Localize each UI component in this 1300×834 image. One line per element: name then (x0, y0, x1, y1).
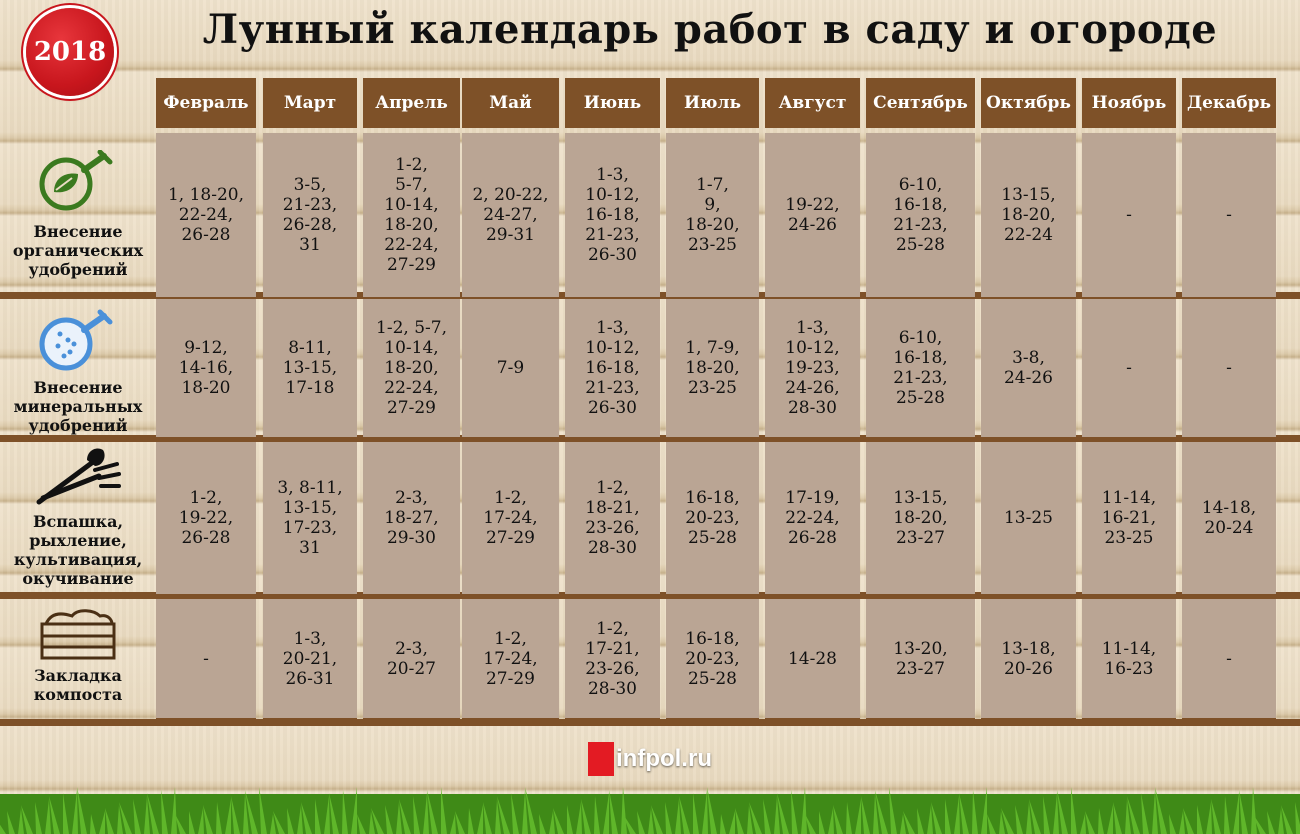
table-cell: 11-14, 16-21, 23-25 (1082, 442, 1176, 600)
table-cell: 7-9 (462, 299, 559, 443)
month-header-8: Сентябрь (866, 78, 975, 128)
table-cell: 6-10, 16-18, 21-23, 25-28 (866, 299, 975, 443)
table-cell: 3-5, 21-23, 26-28, 31 (263, 133, 357, 303)
table-cell: - (1182, 133, 1276, 303)
table-cell: 1-2, 5-7, 10-14, 18-20, 22-24, 27-29 (363, 299, 460, 443)
logo-red-square (588, 742, 614, 776)
table-cell: 11-14, 16-23 (1082, 599, 1176, 724)
table-cell: 2, 20-22, 24-27, 29-31 (462, 133, 559, 303)
table-cell: 8-11, 13-15, 17-18 (263, 299, 357, 443)
month-header-2: Март (263, 78, 357, 128)
table-cell: - (1182, 599, 1276, 724)
row-label-tillage: Вспашка, рыхление, культивация, окучиван… (13, 512, 143, 588)
shovel-fork-icon (0, 446, 156, 508)
table-cell: 1-7, 9, 18-20, 23-25 (666, 133, 759, 303)
organic-fertilizer-flask-icon (0, 150, 156, 214)
table-cell: 14-18, 20-24 (1182, 442, 1276, 600)
row-label-compost: Закладка компоста (33, 666, 123, 704)
page-title: Лунный календарь работ в саду и огороде (202, 6, 1218, 53)
table-cell: 13-18, 20-26 (981, 599, 1076, 724)
month-header-4: Май (462, 78, 559, 128)
table-cell: 9-12, 14-16, 18-20 (156, 299, 256, 443)
table-cell: 1-3, 10-12, 16-18, 21-23, 26-30 (565, 299, 660, 443)
month-header-11: Декабрь (1182, 78, 1276, 128)
year-text: 2018 (33, 37, 107, 67)
row-label-organic: Внесение органических удобрений (12, 222, 144, 279)
row-label-mineral: Внесение минеральных удобрений (13, 378, 143, 435)
table-cell: 1, 7-9, 18-20, 23-25 (666, 299, 759, 443)
table-cell: - (1182, 299, 1276, 443)
table-cell: 13-20, 23-27 (866, 599, 975, 724)
table-cell: - (156, 599, 256, 724)
month-header-10: Ноябрь (1082, 78, 1176, 128)
table-cell: 6-10, 16-18, 21-23, 25-28 (866, 133, 975, 303)
table-cell: 14-28 (765, 599, 860, 724)
month-header-6: Июль (666, 78, 759, 128)
logo-text: infpol.ru (616, 745, 712, 772)
table-cell: 1-2, 18-21, 23-26, 28-30 (565, 442, 660, 600)
table-cell: 1-2, 17-24, 27-29 (462, 442, 559, 600)
table-cell: 13-25 (981, 442, 1076, 600)
table-cell: 1-2, 19-22, 26-28 (156, 442, 256, 600)
mineral-fertilizer-flask-icon (0, 308, 156, 372)
table-cell: 13-15, 18-20, 23-27 (866, 442, 975, 600)
year-badge: 2018 (26, 8, 114, 96)
infpol-logo: infpol.ru (588, 742, 712, 776)
table-cell: 13-15, 18-20, 22-24 (981, 133, 1076, 303)
table-cell: 16-18, 20-23, 25-28 (666, 442, 759, 600)
grass-decoration (0, 787, 1300, 834)
month-header-3: Апрель (363, 78, 460, 128)
compost-box-icon (0, 606, 156, 662)
month-header-9: Октябрь (981, 78, 1076, 128)
table-cell: 19-22, 24-26 (765, 133, 860, 303)
table-cell: 17-19, 22-24, 26-28 (765, 442, 860, 600)
table-cell: 1-2, 5-7, 10-14, 18-20, 22-24, 27-29 (363, 133, 460, 303)
table-cell: 2-3, 18-27, 29-30 (363, 442, 460, 600)
table-cell: 3, 8-11, 13-15, 17-23, 31 (263, 442, 357, 600)
table-cell: 1, 18-20, 22-24, 26-28 (156, 133, 256, 303)
month-header-5: Июнь (565, 78, 660, 128)
month-header-7: Август (765, 78, 860, 128)
table-cell: - (1082, 299, 1176, 443)
table-cell: 2-3, 20-27 (363, 599, 460, 724)
table-cell: 1-2, 17-24, 27-29 (462, 599, 559, 724)
table-cell: - (1082, 133, 1176, 303)
table-cell: 1-3, 10-12, 19-23, 24-26, 28-30 (765, 299, 860, 443)
table-cell: 16-18, 20-23, 25-28 (666, 599, 759, 724)
table-cell: 3-8, 24-26 (981, 299, 1076, 443)
table-cell: 1-3, 20-21, 26-31 (263, 599, 357, 724)
table-cell: 1-3, 10-12, 16-18, 21-23, 26-30 (565, 133, 660, 303)
table-cell: 1-2, 17-21, 23-26, 28-30 (565, 599, 660, 724)
month-header-1: Февраль (156, 78, 256, 128)
